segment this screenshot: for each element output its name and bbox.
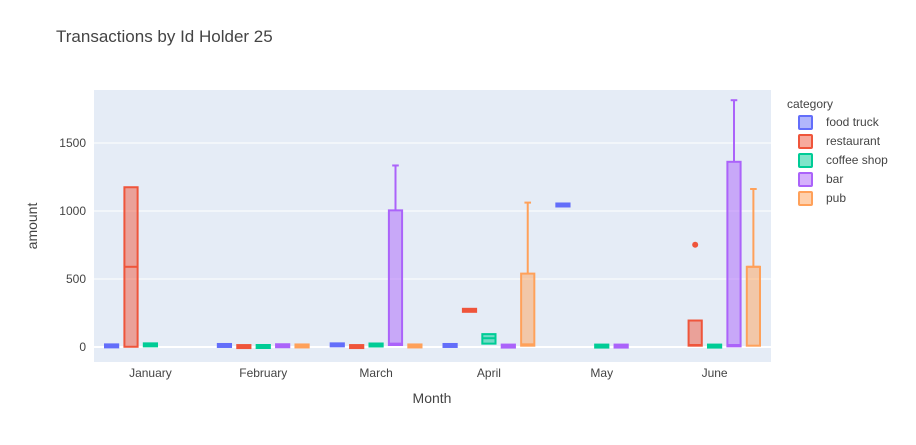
legend-label: coffee shop bbox=[826, 153, 888, 167]
box-restaurant-april[interactable] bbox=[461, 307, 478, 313]
x-tick-label: May bbox=[590, 366, 613, 380]
box-coffee-shop-february[interactable] bbox=[255, 343, 271, 349]
box-body bbox=[745, 265, 761, 347]
box-food-truck-may[interactable] bbox=[555, 202, 571, 208]
box-food-truck-january[interactable] bbox=[104, 343, 120, 349]
y-tick-label: 500 bbox=[66, 272, 86, 286]
y-axis-ticks: 0 500 1000 1500 bbox=[59, 136, 86, 354]
legend[interactable]: category food truck restaurant coffee shop… bbox=[787, 97, 888, 206]
legend-swatch bbox=[798, 134, 813, 149]
x-tick-label: June bbox=[702, 366, 728, 380]
box-coffee-shop-april[interactable] bbox=[481, 333, 497, 345]
legend-swatch bbox=[798, 153, 813, 168]
box-coffee-shop-march[interactable] bbox=[368, 342, 384, 348]
box-plots bbox=[104, 99, 761, 350]
box-food-truck-april[interactable] bbox=[442, 342, 458, 348]
legend-swatch bbox=[798, 172, 813, 187]
legend-title: category bbox=[787, 97, 833, 111]
box-coffee-shop-january[interactable] bbox=[142, 342, 159, 348]
box-pub-june[interactable] bbox=[745, 188, 761, 347]
series-restaurant[interactable] bbox=[123, 186, 703, 350]
legend-item-pub[interactable]: pub bbox=[798, 191, 846, 206]
legend-label: bar bbox=[826, 172, 843, 186]
chart-title: Transactions by Id Holder 25 bbox=[56, 27, 273, 46]
series-coffee-shop[interactable] bbox=[142, 333, 723, 349]
box-restaurant-january[interactable] bbox=[123, 186, 139, 348]
y-tick-label: 1000 bbox=[59, 204, 86, 218]
box-food-truck-february[interactable] bbox=[216, 342, 233, 348]
legend-swatch bbox=[798, 191, 813, 206]
legend-label: food truck bbox=[826, 115, 880, 129]
x-axis-title: Month bbox=[413, 390, 452, 406]
legend-item-coffee-shop[interactable]: coffee shop bbox=[798, 153, 888, 168]
legend-item-restaurant[interactable]: restaurant bbox=[798, 134, 881, 149]
y-axis-title: amount bbox=[24, 203, 40, 250]
box-bar-june[interactable] bbox=[726, 99, 742, 348]
grid-lines bbox=[94, 142, 771, 349]
plot-area bbox=[94, 90, 771, 362]
legend-label: restaurant bbox=[826, 134, 881, 148]
box-restaurant-february[interactable] bbox=[236, 344, 252, 350]
x-tick-label: February bbox=[239, 366, 287, 380]
box-restaurant-june[interactable] bbox=[687, 241, 703, 347]
box-body bbox=[387, 209, 404, 346]
box-coffee-shop-may[interactable] bbox=[594, 343, 610, 349]
box-body bbox=[520, 272, 536, 347]
box-pub-march[interactable] bbox=[407, 343, 423, 349]
box-pub-april[interactable] bbox=[520, 201, 536, 347]
x-tick-label: April bbox=[477, 366, 501, 380]
legend-label: pub bbox=[826, 191, 846, 205]
x-tick-label: March bbox=[359, 366, 392, 380]
legend-item-bar[interactable]: bar bbox=[798, 172, 843, 187]
box-bar-april[interactable] bbox=[500, 343, 516, 349]
box-bar-may[interactable] bbox=[613, 343, 629, 349]
box-pub-february[interactable] bbox=[294, 343, 310, 349]
outlier-point bbox=[692, 241, 699, 248]
series-food-truck[interactable] bbox=[104, 202, 571, 349]
box-restaurant-march[interactable] bbox=[349, 344, 365, 350]
series-bar[interactable] bbox=[275, 99, 742, 349]
box-food-truck-march[interactable] bbox=[329, 342, 345, 348]
box-bar-march[interactable] bbox=[387, 164, 404, 346]
box-bar-february[interactable] bbox=[275, 343, 291, 349]
legend-swatch bbox=[798, 115, 813, 130]
box-body bbox=[726, 160, 742, 348]
series-pub[interactable] bbox=[294, 188, 761, 349]
box-body bbox=[687, 319, 703, 347]
x-tick-label: January bbox=[129, 366, 172, 380]
y-tick-label: 1500 bbox=[59, 136, 86, 150]
y-tick-label: 0 bbox=[79, 340, 86, 354]
box-coffee-shop-june[interactable] bbox=[706, 343, 723, 349]
x-axis-ticks: January February March April May June bbox=[129, 366, 728, 380]
legend-item-food-truck[interactable]: food truck bbox=[798, 115, 880, 130]
